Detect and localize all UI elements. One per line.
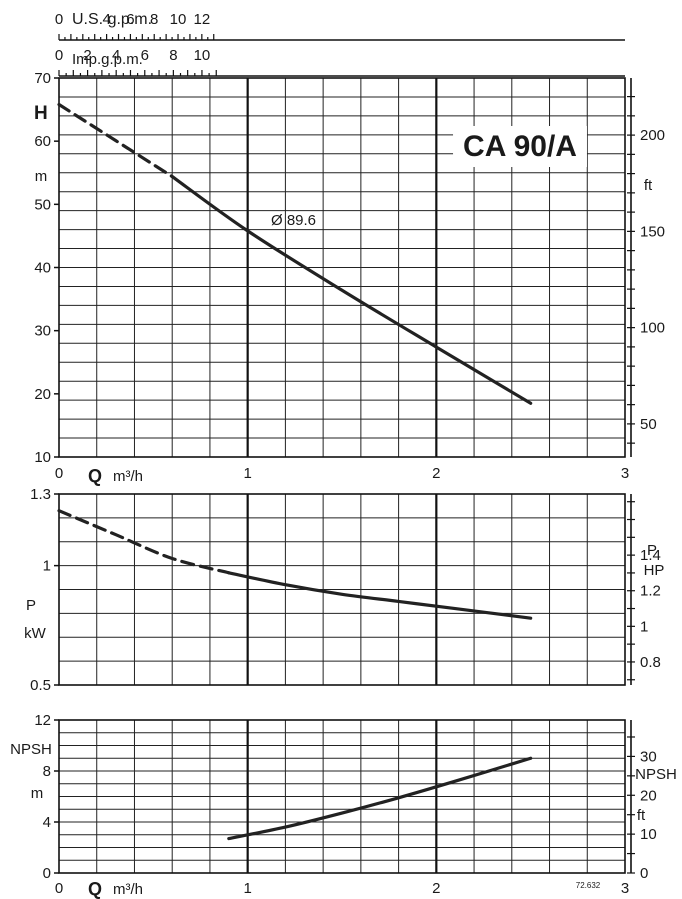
series-line-panel-2-solid [227, 571, 533, 620]
x-axis-symbol-top: Q [88, 466, 102, 486]
x-tick-label: 1 [243, 880, 251, 897]
power-hp-axis-tick-label: 1.2 [640, 583, 661, 600]
npsh-ft-axis-tick-label: 0 [640, 865, 648, 882]
y-tick-label: 50 [34, 196, 51, 213]
x-tick-label: 2 [432, 465, 440, 482]
impgpm-axis-tick-label: 10 [194, 47, 211, 64]
series-line-panel-1-solid [170, 174, 533, 405]
npsh-ft-axis-tick-label: 30 [640, 748, 657, 765]
power-hp-axis-tick-label: 1 [640, 618, 648, 635]
head-ft-axis-tick-label: 50 [640, 416, 657, 433]
y-tick-label: 1 [43, 558, 51, 575]
top-axis-usgpm-label: U.S. g.p.m. [72, 11, 152, 28]
chart-title: CA 90/A [463, 130, 577, 163]
grid-panel-3 [59, 720, 625, 873]
series-line-panel-2-dashed [57, 509, 231, 575]
y-tick-label: 20 [34, 386, 51, 403]
plot-layer: 0 4 6 8 10 120 2 4 6 8 100 1 2 30 1 2 3102030405060700.5… [30, 11, 665, 897]
x-tick-label: 1 [243, 465, 251, 482]
x-axis-unit-top: m³/h [113, 468, 143, 485]
title-background [453, 126, 587, 167]
x-axis-unit-bottom: m³/h [113, 881, 143, 898]
usgpm-axis-tick-label: 10 [170, 11, 187, 28]
power-hp-axis-tick-label: 0.8 [640, 654, 661, 671]
y-tick-label: 1.3 [30, 486, 51, 503]
head-ft-axis-tick-label: 150 [640, 223, 665, 240]
series-line-panel-1-dashed [57, 102, 174, 179]
x-tick-label: 3 [621, 880, 629, 897]
npsh-axis-unit: m [31, 785, 44, 802]
top-axis-impgpm-label: Imp.g.p.m. [72, 51, 143, 68]
y-tick-label: 0 [43, 865, 51, 882]
power-right-unit: HP [644, 562, 665, 579]
impgpm-axis-tick-label: 0 [55, 47, 63, 64]
y-tick-label: 30 [34, 323, 51, 340]
x-axis-symbol-bottom: Q [88, 879, 102, 899]
head-axis-unit: m [35, 168, 48, 185]
grid-panel-2 [59, 494, 625, 685]
power-axis-symbol: P [26, 597, 36, 614]
impgpm-axis-tick-label: 6 [141, 47, 149, 64]
x-tick-label: 0 [55, 880, 63, 897]
y-tick-label: 12 [34, 712, 51, 729]
x-tick-label: 2 [432, 880, 440, 897]
x-tick-label: 3 [621, 465, 629, 482]
series-line-panel-3-solid [227, 756, 533, 841]
power-right-symbol: P [647, 542, 657, 559]
usgpm-axis-tick-label: 6 [126, 11, 134, 28]
x-tick-label: 0 [55, 465, 63, 482]
power-hp-axis-tick-label: 1.4 [640, 547, 661, 564]
usgpm-axis-tick-label: 4 [102, 11, 110, 28]
npsh-ft-axis-tick-label: 20 [640, 787, 657, 804]
plot-frame-3 [58, 719, 626, 874]
figure-code: 72.632 [576, 881, 601, 890]
y-tick-label: 60 [34, 133, 51, 150]
plot-frame-2 [58, 493, 626, 686]
y-tick-label: 0.5 [30, 677, 51, 694]
usgpm-axis-tick-label: 8 [150, 11, 158, 28]
head-ft-axis-tick-label: 100 [640, 320, 665, 337]
usgpm-axis-tick-label: 12 [193, 11, 210, 28]
npsh-right-unit: ft [637, 807, 646, 824]
curve-label: Ø 89.6 [271, 212, 316, 229]
y-tick-label: 8 [43, 763, 51, 780]
npsh-right-label: NPSH [635, 766, 677, 783]
impgpm-axis-tick-label: 2 [83, 47, 91, 64]
impgpm-axis-tick-label: 8 [169, 47, 177, 64]
npsh-axis-label: NPSH [10, 741, 52, 758]
head-ft-axis-tick-label: 200 [640, 127, 665, 144]
usgpm-axis-tick-label: 0 [55, 11, 63, 28]
y-tick-label: 70 [34, 70, 51, 87]
npsh-ft-axis-tick-label: 10 [640, 826, 657, 843]
power-axis-unit: kW [24, 625, 47, 642]
head-axis-symbol: H [34, 103, 48, 124]
impgpm-axis-tick-label: 4 [112, 47, 120, 64]
y-tick-label: 4 [43, 814, 51, 831]
y-tick-label: 10 [34, 449, 51, 466]
y-tick-label: 40 [34, 260, 51, 277]
head-right-unit: ft [644, 177, 653, 194]
